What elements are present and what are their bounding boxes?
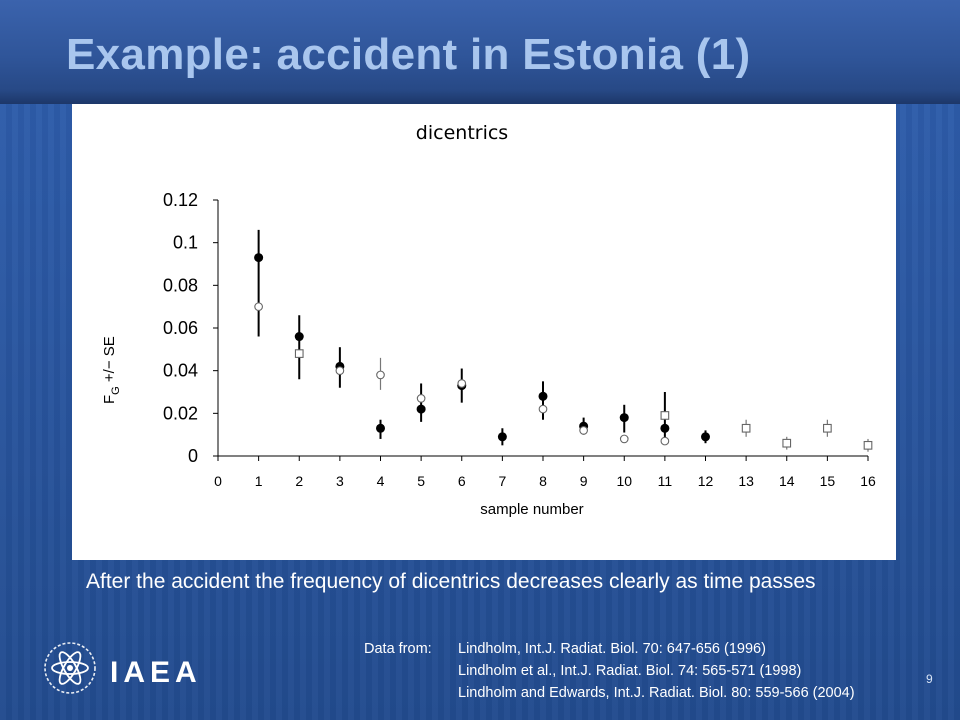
x-tick-label: 16 [860, 473, 876, 489]
logo-text: IAEA [110, 656, 202, 689]
svg-text:FG +/− SE: FG +/− SE [101, 336, 122, 404]
y-tick-label: 0 [188, 446, 198, 466]
data-point-open-square [863, 440, 873, 450]
data-point-filled [294, 332, 304, 342]
data-point-filled [538, 391, 548, 401]
x-tick-label: 11 [658, 473, 673, 489]
data-point-filled [254, 253, 264, 263]
chart-axes: 00.020.040.060.080.10.120 1 2 3 4 5 6 7 8 9 10 11 12… [163, 190, 876, 489]
data-point-open-circle [579, 426, 588, 435]
data-point-open-circle [660, 436, 670, 446]
reference-item: Lindholm and Edwards, Int.J. Radiat. Bio… [458, 685, 855, 701]
data-point-open-square [782, 438, 792, 448]
y-tick-label: 0.06 [163, 318, 198, 338]
x-axis-label: sample number [480, 501, 583, 518]
y-axis-label: FG +/− SE [101, 336, 122, 404]
title-band [0, 0, 960, 104]
data-point-open-circle [538, 404, 548, 414]
data-point-open-square [823, 423, 832, 433]
reference-item: Lindholm, Int.J. Radiat. Biol. 70: 647-6… [458, 641, 766, 657]
data-point-open-square [660, 411, 670, 420]
data-point-open-square [741, 423, 751, 433]
chart-panel: dicentrics 0 0.02 0.04 0.06 0.08 0.1 0.12 0 1 2 3 4… [72, 104, 896, 560]
dicentrics-chart: dicentrics 00.020.040.060.080.10.120 1 2 3 4… [101, 122, 876, 518]
chart-marks [254, 229, 873, 452]
page-number: 9 [926, 672, 933, 686]
data-point-filled [660, 423, 670, 433]
slide-caption: After the accident the frequency of dice… [86, 570, 816, 593]
x-tick-label: 9 [580, 473, 588, 489]
x-tick-label: 12 [698, 473, 714, 489]
x-tick-label: 13 [738, 473, 754, 489]
x-tick-label: 2 [295, 473, 303, 489]
slide-title: Example: accident in Estonia (1) [66, 30, 751, 79]
x-tick-label: 14 [779, 473, 795, 489]
data-point-open-circle [457, 379, 467, 388]
x-tick-label: 3 [336, 473, 344, 489]
x-tick-label: 7 [498, 473, 506, 489]
data-point-open-circle [619, 434, 629, 444]
data-point-open-circle [416, 394, 426, 403]
atom-icon [44, 642, 96, 694]
y-tick-label: 0.08 [163, 275, 198, 295]
x-tick-label: 10 [616, 473, 632, 489]
reference-item: Lindholm et al., Int.J. Radiat. Biol. 74… [458, 663, 802, 679]
x-tick-label: 1 [255, 473, 263, 489]
reference-list: Lindholm, Int.J. Radiat. Biol. 70: 647-6… [458, 638, 855, 704]
x-tick-label: 8 [539, 473, 547, 489]
data-point-filled [416, 404, 426, 414]
y-tick-label: 0.12 [163, 190, 198, 210]
data-point-filled [497, 432, 507, 442]
x-tick-label: 6 [458, 473, 466, 489]
data-point-open-circle [376, 370, 385, 380]
y-tick-label: 0.02 [163, 403, 198, 423]
x-tick-label: 0 [214, 473, 222, 489]
data-point-open-circle [254, 302, 263, 312]
data-point-open-square [294, 349, 304, 358]
iaea-logo [44, 642, 96, 694]
data-point-open-circle [335, 366, 345, 376]
x-tick-label: 4 [377, 473, 385, 489]
data-point-filled [376, 423, 385, 433]
y-axis-label-suffix: +/− SE [101, 336, 118, 386]
x-tick-label: 15 [820, 473, 836, 489]
chart-title: dicentrics [416, 122, 508, 144]
y-tick-label: 0.04 [163, 361, 198, 381]
data-point-filled [619, 413, 629, 423]
x-tick-label: 5 [417, 473, 425, 489]
y-axis-label-subscript: G [110, 386, 122, 395]
y-tick-label: 0.1 [173, 233, 198, 253]
data-point-filled [701, 432, 710, 442]
data-from-label: Data from: [364, 641, 432, 657]
y-axis-label-main: F [101, 395, 118, 404]
